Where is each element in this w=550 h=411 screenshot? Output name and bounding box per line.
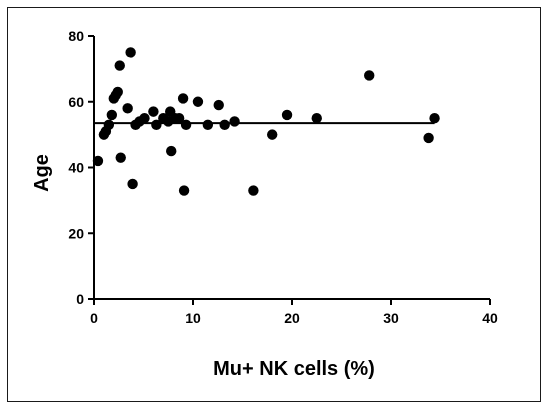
data-point	[219, 119, 230, 130]
data-point	[202, 119, 214, 130]
y-tick-label: 0	[76, 291, 84, 307]
data-point	[139, 112, 150, 124]
data-points	[92, 47, 440, 196]
y-tick-label: 80	[68, 28, 84, 44]
data-point	[151, 119, 162, 130]
data-point	[229, 116, 240, 127]
data-point	[112, 86, 123, 98]
y-tick-label: 20	[68, 225, 84, 241]
y-tick-label: 40	[68, 160, 84, 176]
x-tick-label: 30	[383, 310, 399, 326]
x-tick-label: 10	[185, 310, 201, 326]
data-point	[122, 103, 133, 114]
data-point	[177, 93, 189, 104]
data-point	[429, 112, 440, 124]
y-tick-label: 60	[68, 94, 84, 110]
data-point	[180, 119, 192, 130]
x-tick-label: 40	[482, 310, 498, 326]
x-axis-title: Mu+ NK cells (%)	[213, 358, 375, 380]
data-point	[311, 112, 322, 124]
x-tick-label: 0	[90, 310, 98, 326]
y-axis-title: Age	[31, 154, 53, 192]
data-point	[127, 178, 138, 190]
axes: 0 20 40 60 80 0 10 20 30 40	[68, 28, 498, 326]
scatter-chart: 0 20 40 60 80 0 10 20 30 40 Mu+ NK cells (%) Age	[31, 28, 498, 380]
data-point	[148, 106, 159, 117]
x-tick-label: 20	[284, 310, 300, 326]
chart-frame: 0 20 40 60 80 0 10 20 30 40 Mu+ NK cells (%) Age	[7, 7, 541, 402]
data-point	[248, 185, 259, 196]
data-point	[192, 96, 204, 107]
data-point	[267, 129, 278, 140]
data-point	[125, 47, 136, 58]
data-point	[103, 119, 115, 130]
data-point	[114, 60, 125, 71]
data-point	[92, 155, 104, 167]
data-point	[423, 132, 434, 144]
data-point	[213, 99, 224, 111]
data-point	[166, 145, 177, 157]
data-point	[173, 112, 185, 124]
data-point	[178, 185, 190, 196]
data-point	[281, 109, 293, 121]
data-point	[115, 152, 126, 163]
data-point	[364, 70, 375, 81]
data-point	[106, 109, 118, 121]
